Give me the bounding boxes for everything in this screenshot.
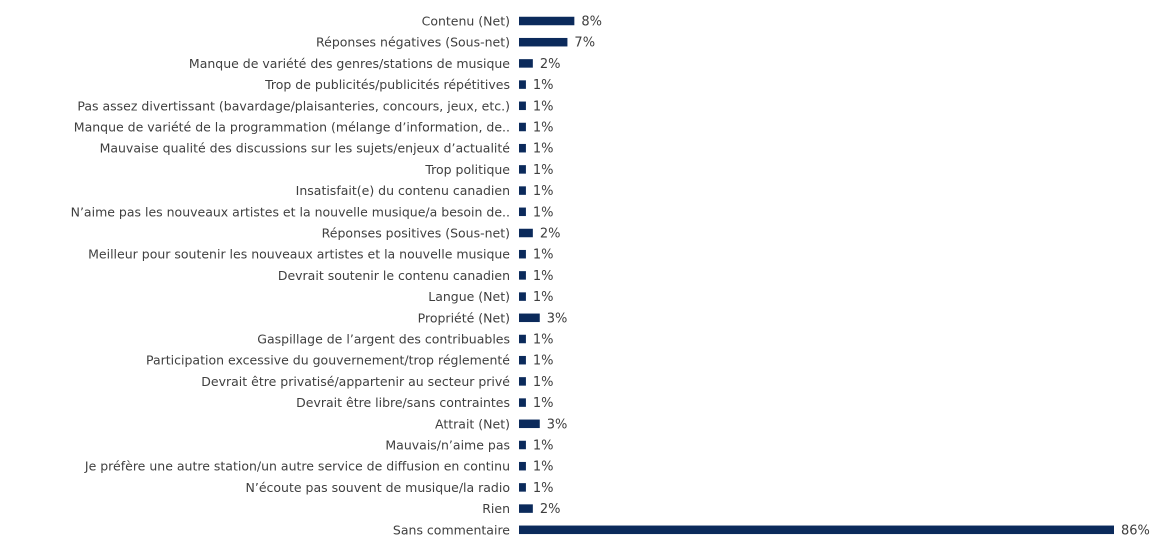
bar bbox=[519, 249, 526, 259]
category-label: Réponses négatives (Sous-net) bbox=[316, 35, 510, 50]
data-label: 3% bbox=[547, 417, 568, 432]
category-label: Pas assez divertissant (bavardage/plaisa… bbox=[77, 98, 510, 113]
bar bbox=[519, 440, 526, 450]
bar bbox=[519, 483, 526, 492]
category-label: N’aime pas les nouveaux artistes et la n… bbox=[71, 204, 510, 219]
category-label: Manque de variété des genres/stations de… bbox=[189, 56, 510, 71]
category-label: N’écoute pas souvent de musique/la radio bbox=[246, 480, 510, 495]
data-label: 3% bbox=[547, 311, 568, 326]
bar bbox=[519, 207, 526, 217]
bar bbox=[519, 165, 526, 174]
data-label: 1% bbox=[533, 333, 554, 348]
category-label: Devrait être privatisé/appartenir au sec… bbox=[201, 374, 510, 389]
data-label: 1% bbox=[533, 481, 554, 496]
category-label: Devrait être libre/sans contraintes bbox=[296, 395, 510, 410]
bar bbox=[519, 504, 533, 513]
category-label: Sans commentaire bbox=[393, 522, 510, 537]
category-label: Propriété (Net) bbox=[418, 310, 510, 325]
category-label: Devrait soutenir le contenu canadien bbox=[278, 268, 510, 283]
category-label: Attrait (Net) bbox=[435, 416, 510, 431]
bar bbox=[519, 37, 568, 47]
data-label: 1% bbox=[533, 142, 554, 157]
bar bbox=[519, 313, 540, 323]
category-label: Mauvais/n’aime pas bbox=[385, 438, 510, 453]
bar bbox=[519, 525, 1114, 535]
data-label: 1% bbox=[533, 205, 554, 220]
category-label: Manque de variété de la programmation (m… bbox=[74, 120, 510, 135]
data-label: 1% bbox=[533, 439, 554, 454]
category-label: Réponses positives (Sous-net) bbox=[322, 226, 510, 241]
bar bbox=[519, 461, 526, 471]
bar bbox=[519, 228, 533, 238]
bar bbox=[519, 16, 575, 26]
data-label: 1% bbox=[533, 269, 554, 284]
data-label: 1% bbox=[533, 184, 554, 199]
bar bbox=[519, 59, 533, 68]
data-label: 1% bbox=[533, 396, 554, 411]
category-label: Insatisfait(e) du contenu canadien bbox=[296, 183, 510, 198]
bar bbox=[519, 271, 526, 280]
data-label: 86% bbox=[1121, 523, 1150, 538]
bar bbox=[519, 80, 526, 89]
category-label: Gaspillage de l’argent des contribuables bbox=[257, 332, 510, 347]
bar bbox=[519, 186, 526, 195]
data-label: 2% bbox=[540, 227, 561, 242]
bar bbox=[519, 143, 526, 153]
category-label: Rien bbox=[482, 501, 510, 516]
data-label: 1% bbox=[533, 354, 554, 369]
data-label: 1% bbox=[533, 121, 554, 136]
data-label: 2% bbox=[540, 502, 561, 517]
bar bbox=[519, 398, 526, 407]
data-label: 7% bbox=[574, 36, 595, 51]
category-label: Je préfère une autre station/un autre se… bbox=[84, 459, 510, 474]
data-label: 2% bbox=[540, 57, 561, 72]
category-label: Participation excessive du gouvernement/… bbox=[146, 353, 510, 368]
data-label: 1% bbox=[533, 78, 554, 93]
data-label: 1% bbox=[533, 99, 554, 114]
bar bbox=[519, 377, 526, 386]
bar bbox=[519, 292, 526, 301]
data-label: 8% bbox=[581, 15, 602, 30]
bar bbox=[519, 334, 526, 344]
category-label: Langue (Net) bbox=[428, 289, 510, 304]
bar bbox=[519, 419, 540, 429]
category-label: Mauvaise qualité des discussions sur les… bbox=[100, 141, 511, 156]
category-label: Trop politique bbox=[424, 162, 510, 177]
category-label: Trop de publicités/publicités répétitive… bbox=[264, 77, 510, 92]
data-label: 1% bbox=[533, 163, 554, 178]
data-label: 1% bbox=[533, 375, 554, 390]
bar bbox=[519, 122, 526, 132]
category-label: Meilleur pour soutenir les nouveaux arti… bbox=[88, 247, 510, 262]
bar bbox=[519, 101, 526, 111]
category-label: Contenu (Net) bbox=[422, 14, 510, 29]
data-label: 1% bbox=[533, 248, 554, 263]
bar bbox=[519, 355, 526, 365]
data-label: 1% bbox=[533, 460, 554, 475]
data-label: 1% bbox=[533, 290, 554, 305]
